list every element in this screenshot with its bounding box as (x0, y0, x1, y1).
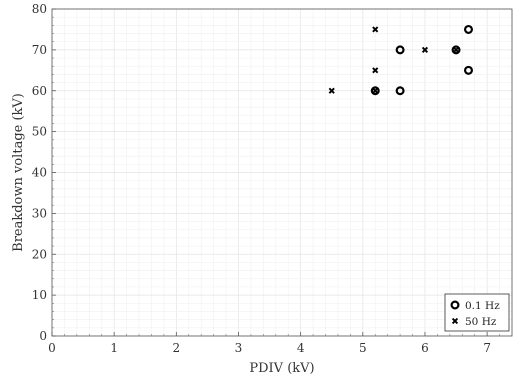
point-0p1hz (463, 24, 473, 34)
point-0p1hz (395, 45, 405, 55)
point-50hz (421, 46, 429, 53)
legend-label: 0.1 Hz (465, 300, 500, 312)
y-tick-label: 0 (39, 329, 47, 343)
x-tick-label: 3 (235, 341, 243, 355)
x-tick-label: 0 (48, 341, 56, 355)
point-50hz (328, 87, 335, 94)
legend-box (444, 293, 510, 332)
x-tick-label: 7 (483, 341, 491, 355)
x-tick-label: 1 (110, 341, 118, 355)
y-tick-label: 50 (32, 125, 47, 139)
point-0p1hz (463, 65, 473, 75)
y-tick-label: 40 (32, 166, 47, 180)
y-tick-label: 60 (32, 84, 47, 98)
point-0p1hz (370, 86, 380, 96)
legend-marker-circle (450, 300, 460, 310)
y-tick-label: 30 (32, 206, 47, 220)
point-50hz (372, 26, 379, 33)
y-tick-label: 20 (32, 247, 47, 261)
legend: 0.1 Hz 50 Hz (444, 293, 510, 332)
y-tick-label: 70 (32, 43, 47, 57)
point-50hz (372, 87, 379, 94)
x-tick-label: 5 (359, 341, 367, 355)
legend-label: 50 Hz (465, 316, 497, 328)
x-tick-label: 2 (173, 341, 181, 355)
y-axis-label: Breakdown voltage (kV) (11, 93, 26, 252)
point-50hz (452, 46, 460, 53)
y-tick-label: 10 (32, 288, 47, 302)
x-axis-label: PDIV (kV) (249, 361, 314, 376)
y-tick-label: 80 (32, 2, 47, 16)
legend-marker-cross (451, 317, 459, 325)
x-tick-label: 4 (297, 341, 305, 355)
x-tick-label: 6 (421, 341, 429, 355)
point-50hz (372, 67, 379, 74)
point-0p1hz (395, 86, 405, 96)
grid (51, 8, 513, 337)
data-points (328, 24, 473, 96)
point-0p1hz (451, 45, 461, 55)
